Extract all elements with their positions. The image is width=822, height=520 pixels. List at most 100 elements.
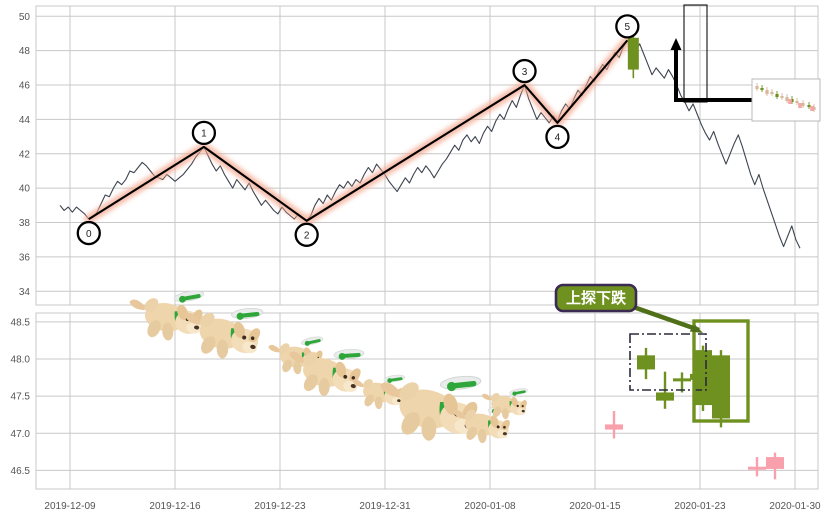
puppy-sticker <box>184 308 264 359</box>
badge-background <box>554 283 638 313</box>
dog-nose <box>350 384 356 389</box>
dog-eye <box>516 404 519 408</box>
dog-leg <box>144 298 159 312</box>
y-axis-tick-upper: 42 <box>19 149 31 160</box>
dog-leg <box>303 352 318 366</box>
dog-leg <box>399 382 419 401</box>
y-axis-tick-upper: 38 <box>19 218 31 229</box>
marker-circle <box>191 120 217 146</box>
thumbnail-candle-body <box>775 94 779 97</box>
dashdot-selection-box[interactable] <box>629 333 707 391</box>
thumbnail-candle-body <box>795 101 799 103</box>
propeller-stem <box>238 311 260 318</box>
dog-muzzle <box>391 397 402 405</box>
propeller-hub <box>512 391 517 396</box>
marker-label: 2 <box>304 231 310 242</box>
propeller-stem <box>388 377 403 382</box>
dog-leg <box>466 426 477 440</box>
marker-label: 5 <box>625 22 631 33</box>
dog-nose <box>250 344 256 350</box>
thumbnail-candle-body <box>798 103 802 108</box>
dog-leg <box>199 313 215 327</box>
callout-elbow-line <box>674 50 752 102</box>
dog-leg <box>421 416 437 441</box>
zigzag-marker[interactable]: 0 <box>76 220 101 246</box>
dog-muzzle <box>343 380 358 392</box>
pattern-label-badge[interactable]: 上探下跌 <box>554 283 638 313</box>
candle-body <box>605 424 623 430</box>
upper-annotation-layer[interactable] <box>670 4 821 122</box>
solid-highlight-box[interactable] <box>692 319 750 423</box>
dog-tail <box>453 410 466 419</box>
candlestick[interactable] <box>766 452 784 480</box>
dog-muzzle <box>497 429 508 439</box>
marker-label: 4 <box>555 133 561 144</box>
dog-leg <box>364 394 374 407</box>
marker-circle <box>512 58 537 84</box>
candlestick[interactable] <box>712 350 730 428</box>
thumbnail-candle-body <box>755 86 759 89</box>
zigzag-marker[interactable]: 4 <box>545 124 570 150</box>
propeller-hub <box>304 340 310 346</box>
candle-body <box>748 466 766 470</box>
zigzag-marker[interactable]: 2 <box>294 222 319 247</box>
pattern-callout-arrow-head <box>689 324 703 333</box>
y-axis-tick-upper: 40 <box>19 184 31 195</box>
candlestick[interactable] <box>605 411 623 439</box>
y-axis-tick-lower: 48.0 <box>11 355 31 366</box>
upper-panel-frame <box>35 5 819 306</box>
dog-tail <box>352 379 364 388</box>
candle-body <box>656 392 674 401</box>
dog-muzzle <box>517 408 526 415</box>
candle-body <box>673 378 691 382</box>
x-axis-tick: 2019-12-09 <box>44 501 96 512</box>
marker-label: 0 <box>86 229 92 240</box>
candlestick[interactable] <box>748 457 766 477</box>
thumbnail-candle-body <box>812 107 816 110</box>
candlestick[interactable] <box>673 372 691 393</box>
x-axis-labels: 2019-12-09 2019-12-16 2019-12-23 2019-12-31… <box>44 501 821 512</box>
dog-tail <box>289 351 305 364</box>
zigzag-markers[interactable]: 0 1 2 3 4 5 <box>76 14 640 247</box>
propeller-stem <box>513 390 526 395</box>
puppy-sticker <box>481 388 528 420</box>
candle-body <box>712 355 730 419</box>
zigzag-marker[interactable]: 5 <box>615 14 640 39</box>
dog-leg <box>401 412 420 435</box>
dog-eye <box>242 335 247 340</box>
thumbnail-candle-body <box>785 97 789 101</box>
puppy-decoration-layer <box>129 290 528 444</box>
dog-leg <box>492 406 502 418</box>
candle-body <box>637 355 655 370</box>
dog-leg <box>147 320 161 338</box>
dog-ear <box>335 361 347 378</box>
propeller-stem <box>340 352 361 359</box>
thumbnail-candle-body <box>788 99 792 104</box>
zigzag-marker[interactable]: 1 <box>191 120 217 146</box>
dog-leg <box>282 359 292 373</box>
dog-eye <box>343 374 348 379</box>
candlestick[interactable] <box>637 347 655 380</box>
x-axis-tick: 2019-12-23 <box>254 501 306 512</box>
propeller-stem <box>449 380 477 389</box>
thumbnail-inset[interactable] <box>751 78 821 122</box>
zigzag-layer[interactable] <box>88 39 629 222</box>
dog-ear <box>443 393 458 415</box>
dog-tail <box>268 344 280 353</box>
zigzag-marker[interactable]: 3 <box>512 58 537 84</box>
y-axis-tick-upper: 36 <box>19 252 31 263</box>
dog-leg <box>490 392 500 402</box>
candlestick-layer[interactable] <box>605 345 784 480</box>
dog-nose <box>521 409 525 413</box>
y-axis-tick-upper: 34 <box>19 287 31 298</box>
x-axis-tick: 2020-01-15 <box>569 501 621 512</box>
candle-body <box>694 350 712 406</box>
thumbnail-candle-body <box>801 103 805 106</box>
zigzag-path <box>88 39 629 222</box>
dog-eye <box>250 336 255 341</box>
marker-circle <box>76 220 101 246</box>
dog-tail <box>184 312 201 325</box>
dog-leg <box>279 343 290 354</box>
